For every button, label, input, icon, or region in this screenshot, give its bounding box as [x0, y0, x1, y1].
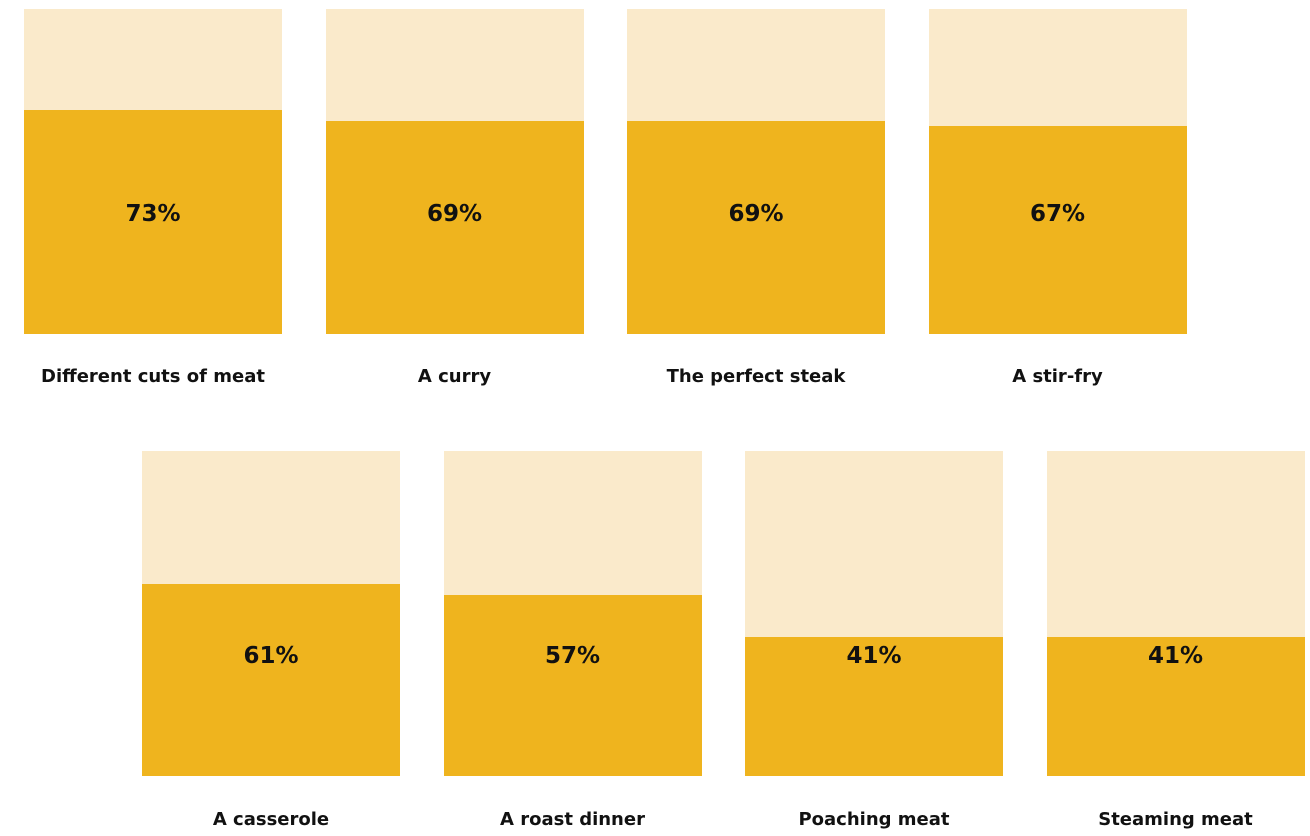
bar-fill [745, 637, 1003, 776]
bar-tile: 61% [142, 451, 400, 776]
data-label: 69% [728, 201, 784, 227]
category-label: Different cuts of meat [41, 366, 265, 387]
data-label: 69% [426, 201, 483, 227]
category-label: The perfect steak [666, 366, 846, 387]
data-label: 73% [125, 201, 181, 227]
bar-fill [142, 584, 400, 776]
bar-tile: 41% [1046, 451, 1305, 776]
category-label: A curry [417, 366, 492, 387]
data-label: 67% [1029, 201, 1086, 227]
bar-fill [627, 121, 885, 334]
bar-tile: 41% [745, 451, 1003, 776]
category-label: A casserole [212, 809, 330, 830]
category-label: A roast dinner [500, 809, 645, 830]
category-label: Steaming meat [1098, 809, 1253, 830]
category-label: Poaching meat [798, 809, 950, 830]
bar-fill [24, 110, 282, 334]
bar-tile: 57% [443, 451, 702, 776]
bar-tile: 69% [627, 9, 885, 334]
bar-fill [928, 126, 1187, 334]
bar-tile: 67% [928, 9, 1187, 334]
bar-tile: 69% [325, 9, 584, 334]
category-label: A stir-fry [1012, 366, 1103, 387]
bar-tile: 73% [24, 9, 282, 334]
data-label: 41% [1147, 643, 1204, 669]
data-label: 41% [846, 643, 902, 669]
bar-fill [325, 121, 584, 334]
bar-fill [443, 595, 702, 776]
bar-fill [1046, 637, 1305, 776]
data-label: 57% [544, 643, 601, 669]
data-label: 61% [243, 643, 299, 669]
